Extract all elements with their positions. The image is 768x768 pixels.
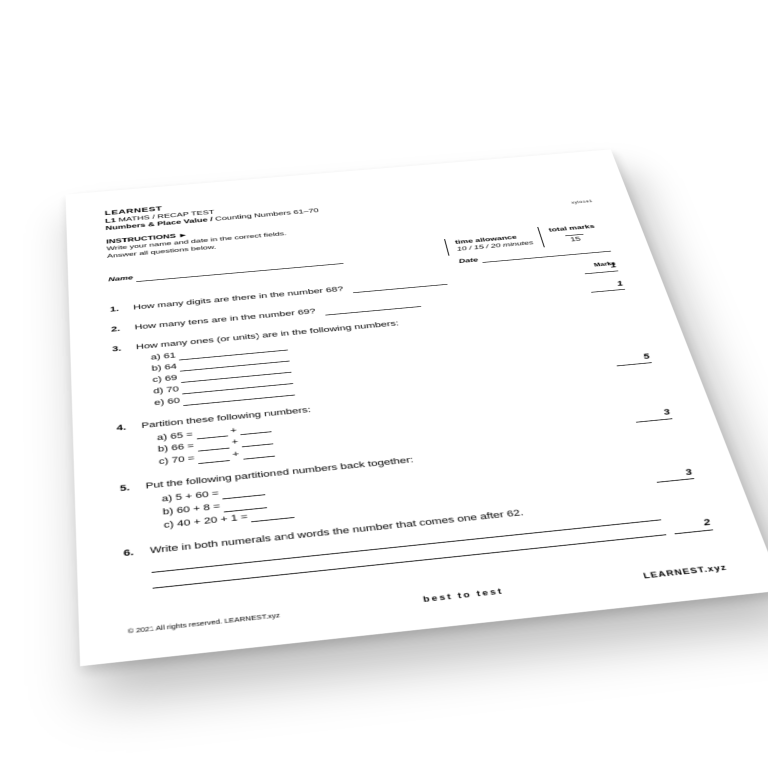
question-number: 4. xyxy=(116,421,144,473)
level-prefix: L1 xyxy=(105,217,116,224)
question-marks: 3 xyxy=(653,467,695,483)
answer-blank[interactable] xyxy=(324,300,421,315)
question-marks: 5 xyxy=(613,352,652,366)
footer-tagline: best to test xyxy=(422,586,505,605)
question-number: 2. xyxy=(111,323,135,336)
question-number: 6. xyxy=(123,546,153,592)
totalmarks-cell: total marks 15 xyxy=(538,222,608,248)
question-marks: 1 xyxy=(588,279,625,292)
totalmarks-value: 15 xyxy=(565,234,586,244)
answer-blank[interactable] xyxy=(242,449,274,459)
answer-blank[interactable] xyxy=(251,510,295,522)
stage: xylose1 LEARNEST L1 MATHS / RECAP TEST N… xyxy=(0,0,768,768)
footer-brand: LEARNEST.xyz xyxy=(642,562,729,581)
answer-blank[interactable] xyxy=(198,454,230,464)
question-number: 5. xyxy=(120,481,149,537)
date-label: Date xyxy=(458,257,479,266)
worksheet-page: xylose1 LEARNEST L1 MATHS / RECAP TEST N… xyxy=(66,149,768,666)
question-marks: 1 xyxy=(582,261,619,274)
questions-block: 1. How many digits are there in the numb… xyxy=(110,261,713,592)
name-label: Name xyxy=(108,275,133,284)
question-marks: 3 xyxy=(632,407,672,422)
footer-copyright: © 2021 All rights reserved. LEARNEST.xyz xyxy=(128,612,281,636)
sheet-wrap: xylose1 LEARNEST L1 MATHS / RECAP TEST N… xyxy=(66,149,768,666)
question-marks: 2 xyxy=(670,517,713,534)
